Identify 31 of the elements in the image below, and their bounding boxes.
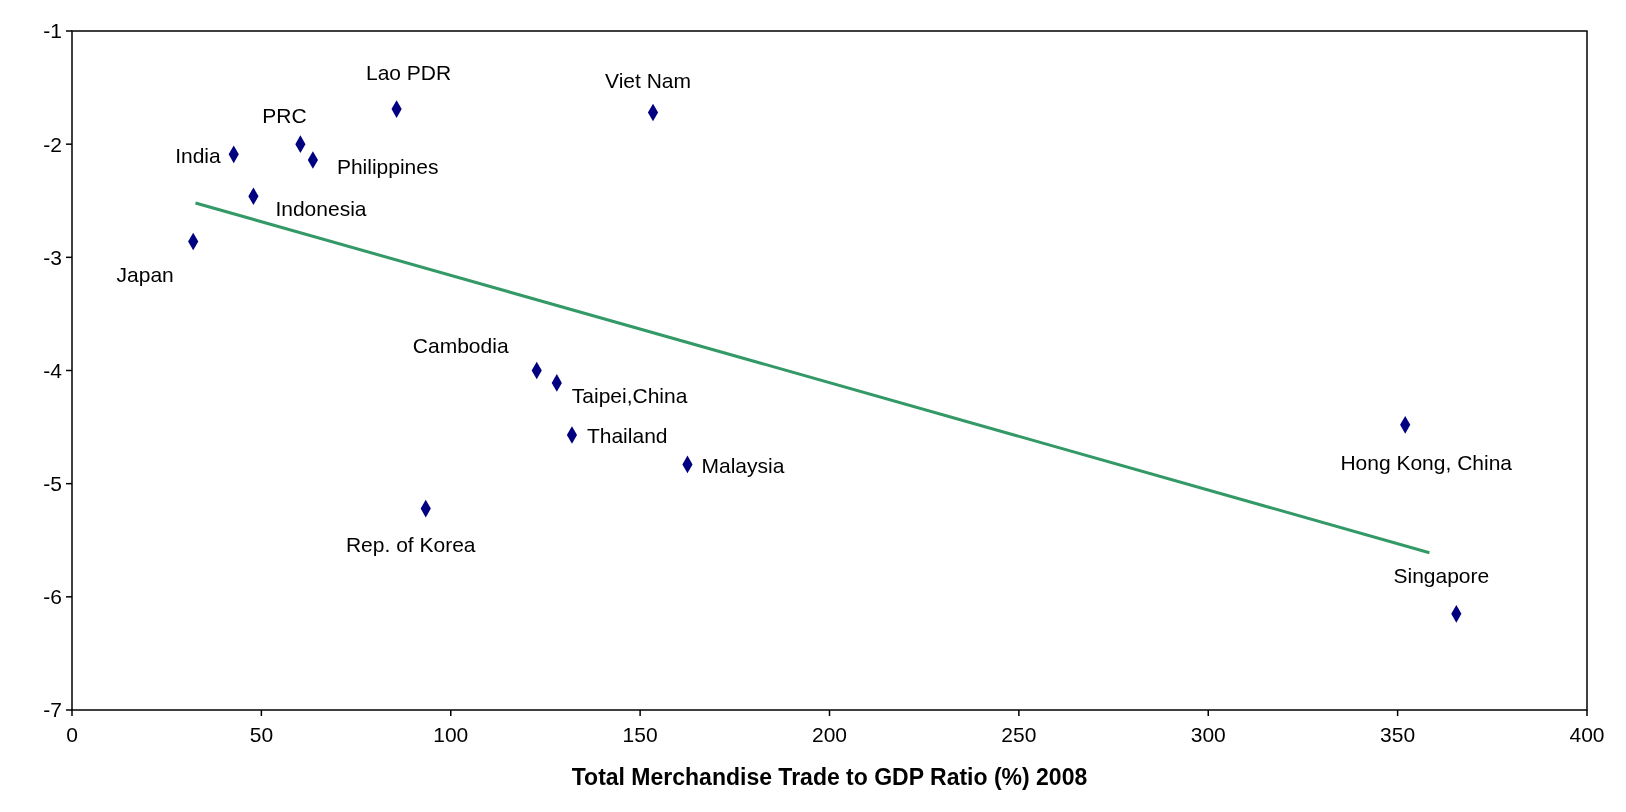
x-axis-title: Total Merchandise Trade to GDP Ratio (%) 2008	[571, 764, 1088, 790]
annotation: Lao PDR	[365, 61, 452, 85]
y-tick-label: -2	[43, 132, 62, 156]
y-tick-label: -7	[43, 698, 62, 722]
x-tick-label: 200	[811, 723, 848, 746]
y-tick-label: -3	[43, 245, 62, 269]
x-tick-label: 400	[1569, 723, 1605, 746]
annotation: Japan	[116, 262, 174, 286]
x-tick-label: 250	[1001, 723, 1037, 746]
y-tick-label: -5	[43, 472, 62, 496]
annotation: Malaysia	[701, 453, 785, 477]
y-tick-label: -1	[43, 19, 62, 43]
y-tick-label: -4	[43, 358, 63, 382]
x-tick-label: 50	[249, 723, 274, 746]
annotation: Taipei,China	[571, 384, 688, 408]
annotation: Philippines	[336, 155, 439, 179]
annotation: Hong Kong, China	[1340, 451, 1513, 475]
annotation: Indonesia	[275, 196, 367, 220]
x-tick-label: 350	[1380, 723, 1416, 746]
x-tick-label: 100	[433, 723, 469, 746]
annotation: PRC	[262, 103, 307, 127]
annotation: Singapore	[1393, 564, 1490, 588]
y-tick-label: -6	[43, 585, 62, 609]
annotation: Cambodia	[412, 333, 509, 357]
x-tick-label: 0	[66, 723, 78, 746]
x-tick-label: 300	[1190, 723, 1226, 746]
annotation: Rep. of Korea	[345, 532, 476, 556]
annotation: Thailand	[586, 424, 668, 448]
annotation: Viet Nam	[605, 68, 691, 92]
x-tick-label: 150	[622, 723, 658, 746]
annotation: India	[175, 143, 222, 167]
